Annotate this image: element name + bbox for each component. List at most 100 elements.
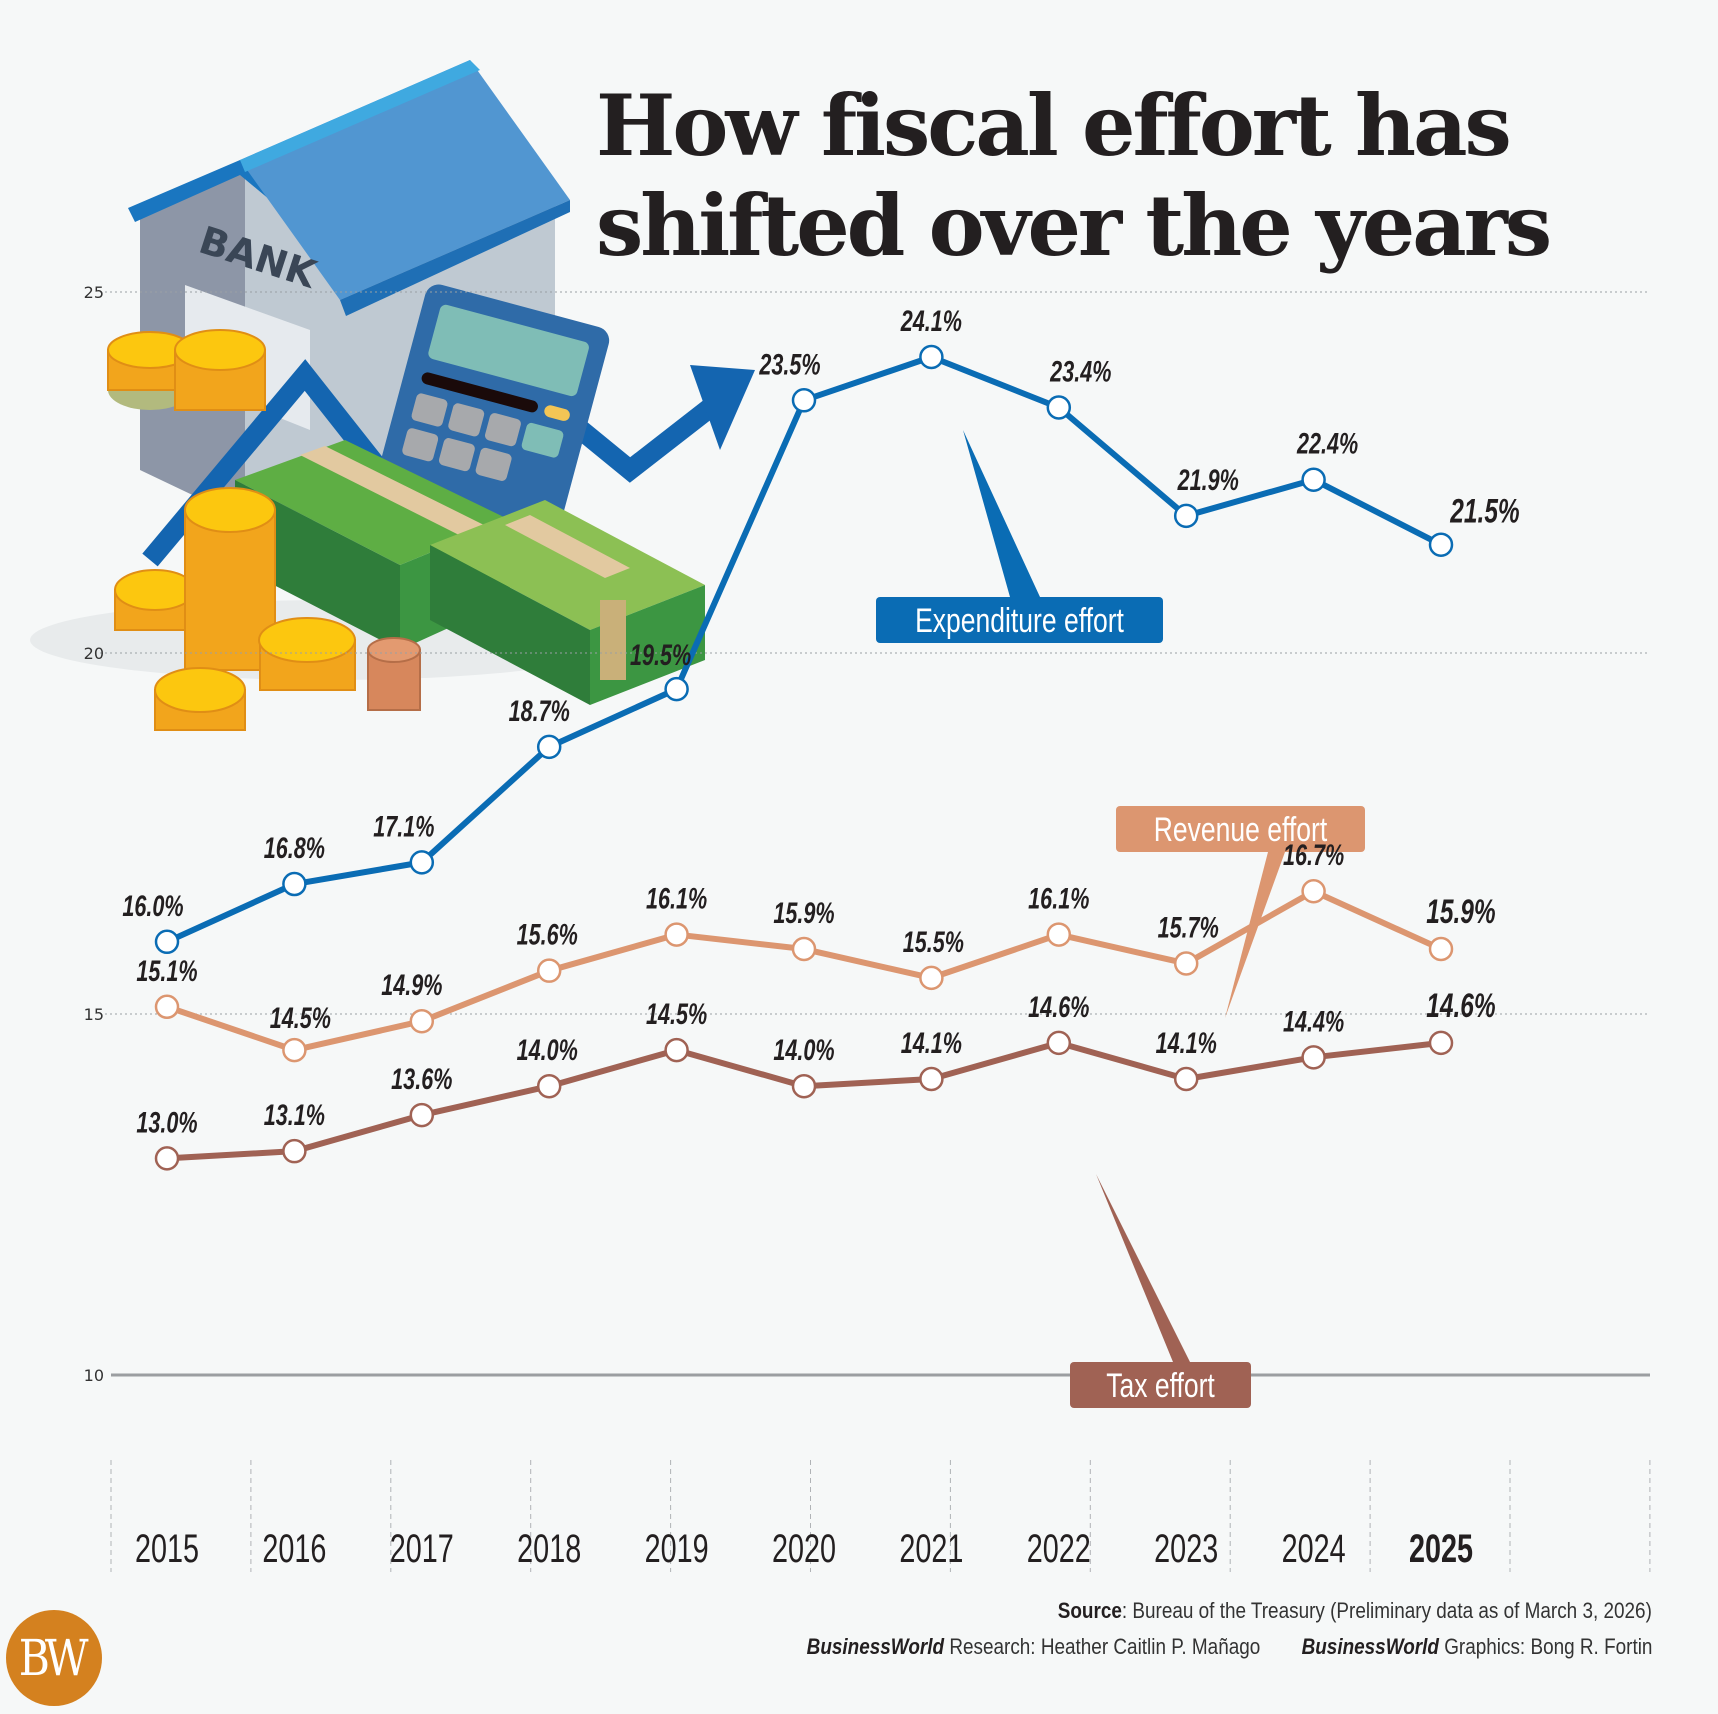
- revenue-effort-data-label: 15.5%: [903, 924, 964, 958]
- tax-effort-point: [1428, 1030, 1454, 1056]
- expenditure-effort-point: [1428, 532, 1454, 557]
- expenditure-effort-callout-pointer: [963, 430, 1040, 597]
- graphics-name: : Bong R. Fortin: [1519, 1634, 1652, 1659]
- source-note: Source: Bureau of the Treasury (Prelimin…: [1058, 1598, 1652, 1624]
- tax-effort-point: [1173, 1066, 1199, 1092]
- tax-effort-legend-label: Tax effort: [1106, 1367, 1215, 1405]
- revenue-effort-data-label: 15.9%: [773, 895, 834, 929]
- expenditure-effort-point: [154, 929, 180, 955]
- source-text: : Bureau of the Treasury (Preliminary da…: [1121, 1598, 1652, 1623]
- x-tick-label: 2015: [135, 1526, 199, 1571]
- tax-effort-data-label: 14.1%: [901, 1025, 962, 1059]
- revenue-effort-point: [154, 994, 180, 1020]
- expenditure-effort-data-label: 22.4%: [1296, 426, 1358, 460]
- x-axis: 2015 2016 2017 2018 2019 2020 2021 2022 2023 2024…: [110, 1373, 1651, 1572]
- y-tick-label: 15: [84, 1005, 104, 1024]
- expenditure-effort-data-label: 23.4%: [1049, 354, 1111, 388]
- tax-effort-data-label: 14.5%: [646, 997, 707, 1031]
- expenditure-effort-point: [409, 850, 435, 875]
- revenue-effort-point: [1428, 936, 1454, 962]
- revenue-effort-callout-pointer: [1225, 852, 1285, 1018]
- expenditure-effort-point: [664, 676, 689, 702]
- revenue-effort-data-label: 15.1%: [136, 953, 197, 987]
- x-tick-label: 2018: [517, 1526, 581, 1571]
- expenditure-effort-point: [1173, 503, 1199, 529]
- y-axis: 10 15 20 25: [84, 283, 104, 1385]
- revenue-effort-point: [919, 965, 944, 991]
- expenditure-effort-data-label: 19.5%: [630, 638, 691, 672]
- x-tick-label: 2017: [390, 1526, 454, 1571]
- research-label: Research: [943, 1634, 1030, 1659]
- grid: [100, 291, 1650, 1015]
- expenditure-effort-data-label: 18.7%: [509, 693, 570, 727]
- expenditure-effort-data-label: 21.9%: [1177, 462, 1239, 496]
- revenue-effort-data-label: 15.9%: [1426, 893, 1495, 931]
- tax-effort-point: [664, 1037, 689, 1063]
- tax-effort-data-label: 14.6%: [1426, 987, 1495, 1025]
- series-callouts: Expenditure effort Revenue effort Tax effo…: [876, 430, 1365, 1408]
- expenditure-effort-data-label: 21.5%: [1449, 493, 1519, 531]
- tax-effort-data-label: 13.6%: [391, 1062, 452, 1096]
- expenditure-effort-legend-label: Expenditure effort: [915, 602, 1124, 640]
- revenue-effort-point: [536, 958, 562, 983]
- coins-icon: [107, 329, 421, 731]
- tax-effort-data-label: 14.0%: [517, 1033, 578, 1067]
- revenue-effort-legend-label: Revenue effort: [1154, 811, 1328, 849]
- tax-effort-point: [919, 1066, 944, 1092]
- expenditure-effort-data-label: 24.1%: [900, 303, 962, 337]
- research-name: : Heather Caitlin P. Mañago: [1029, 1634, 1260, 1659]
- expenditure-effort-point: [536, 734, 562, 760]
- y-tick-label: 20: [84, 644, 104, 663]
- revenue-effort-legend-box: [1116, 806, 1365, 852]
- x-tick-label: 2020: [772, 1526, 836, 1571]
- revenue-effort-point: [282, 1037, 307, 1063]
- tax-effort-point: [536, 1073, 562, 1099]
- revenue-effort-data-label: 16.7%: [1283, 838, 1344, 872]
- tax-effort-data-label: 14.0%: [773, 1033, 834, 1067]
- tax-effort-point: [791, 1073, 817, 1099]
- revenue-effort-data-label: 15.6%: [517, 917, 578, 951]
- title-line-2: shifted over the years: [596, 176, 1552, 275]
- tax-effort-legend-box: [1070, 1362, 1251, 1408]
- logo-text: BW: [18, 1629, 89, 1687]
- expenditure-effort-data-label: 17.1%: [373, 809, 434, 843]
- revenue-effort-point: [664, 922, 689, 947]
- source-label: Source: [1057, 1598, 1122, 1623]
- x-tick-label: 2021: [899, 1526, 963, 1571]
- revenue-effort-data-label: 14.9%: [381, 968, 442, 1002]
- expenditure-effort-point: [791, 388, 817, 413]
- tax-effort-point: [1301, 1045, 1326, 1070]
- calculator-icon: [374, 284, 610, 540]
- x-tick-label: 2022: [1027, 1526, 1091, 1571]
- tax-effort-data-label: 14.6%: [1028, 989, 1089, 1023]
- revenue-effort-data-label: 16.1%: [1028, 881, 1089, 915]
- research-brand: BusinessWorld: [806, 1634, 944, 1659]
- revenue-effort-data-label: 16.1%: [646, 881, 707, 915]
- x-tick-label: 2024: [1282, 1526, 1346, 1571]
- expenditure-effort-point: [1046, 395, 1072, 420]
- tax-effort-point: [1046, 1030, 1072, 1056]
- graphics-brand: BusinessWorld: [1301, 1634, 1439, 1659]
- tax-effort-callout-pointer: [1096, 1174, 1190, 1362]
- revenue-effort-point: [409, 1008, 435, 1034]
- x-tick-label: 2019: [645, 1526, 709, 1571]
- expenditure-effort-data-label: 16.0%: [122, 888, 183, 922]
- businessworld-logo: BW: [6, 1610, 102, 1706]
- x-tick-label: 2025: [1409, 1526, 1473, 1571]
- x-tick-label: 2016: [262, 1526, 326, 1571]
- x-tick-label: 2023: [1154, 1526, 1218, 1571]
- revenue-effort-data-label: 15.7%: [1158, 910, 1219, 944]
- expenditure-effort-point: [919, 344, 944, 370]
- expenditure-effort-data-label: 16.8%: [264, 830, 325, 864]
- tax-effort-point: [154, 1146, 180, 1171]
- tax-effort-point: [282, 1138, 307, 1164]
- credits: BusinessWorld Research: Heather Caitlin …: [806, 1634, 1652, 1660]
- tax-effort-data-label: 14.1%: [1156, 1025, 1217, 1059]
- expenditure-effort-data-label: 23.5%: [759, 347, 821, 381]
- bank-money-illustration: BANK: [30, 60, 755, 731]
- tax-effort-data-label: 13.0%: [136, 1105, 197, 1139]
- tax-effort-data-label: 13.1%: [264, 1098, 325, 1132]
- expenditure-effort-point: [282, 871, 307, 897]
- expenditure-effort-legend-box: [876, 597, 1163, 643]
